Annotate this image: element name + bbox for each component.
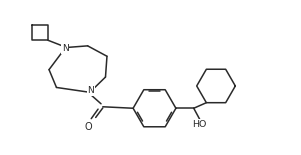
Text: N: N [87,86,94,95]
Text: N: N [62,44,69,53]
Text: HO: HO [192,120,207,129]
Text: O: O [85,122,92,132]
